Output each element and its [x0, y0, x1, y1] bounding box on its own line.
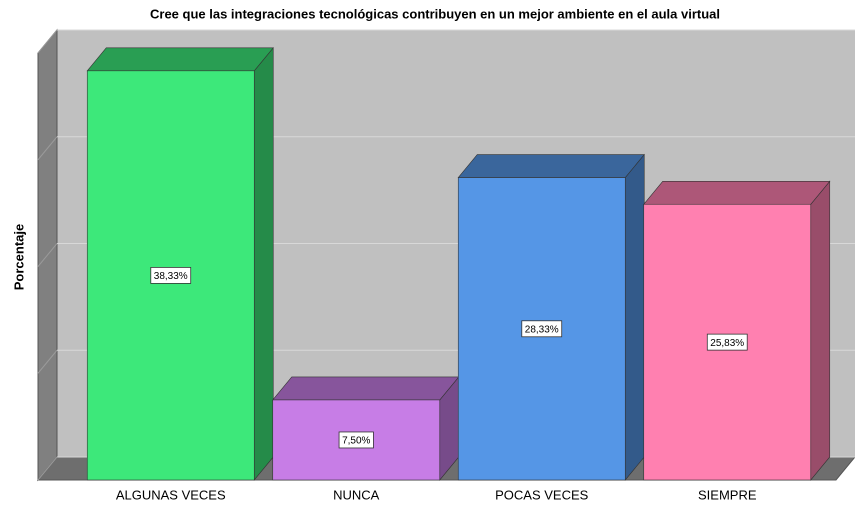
grid-line [37, 29, 58, 54]
x-tick-label: ALGUNAS VECES [116, 487, 226, 502]
value-label: 38,33% [154, 271, 188, 282]
value-label-box [521, 320, 563, 338]
bar-side [253, 46, 274, 481]
grid-line [37, 456, 58, 481]
bar: 25,83% [643, 180, 831, 481]
bar-top [86, 47, 274, 72]
grid-line [37, 136, 58, 161]
grid-line [37, 349, 58, 374]
bar-side [810, 180, 831, 481]
value-label-box [150, 267, 192, 284]
plot: 38,33% ALGUNAS VECES 7,50% NUNCA 28,33% POCAS… [37, 29, 855, 502]
chart-title: Cree que las integraciones tecnológicas … [150, 6, 720, 21]
bar-side [624, 153, 645, 481]
value-label: 7,50% [342, 436, 370, 447]
grid-line [37, 243, 58, 267]
value-label-box [706, 333, 748, 351]
y-axis-label: Porcentaje [11, 224, 26, 290]
x-tick-label: POCAS VECES [495, 487, 589, 502]
value-label: 28,33% [525, 324, 559, 335]
value-label-box [338, 431, 374, 449]
bar: 7,50% [272, 376, 460, 481]
bar: 38,33% [86, 46, 274, 481]
bar-top [457, 154, 645, 178]
bar-top [272, 376, 460, 401]
bar: 28,33% [457, 153, 645, 481]
x-tick-label: SIEMPRE [698, 487, 757, 502]
bar-top [643, 180, 831, 205]
value-label: 25,83% [710, 338, 744, 349]
x-tick-label: NUNCA [333, 487, 380, 502]
